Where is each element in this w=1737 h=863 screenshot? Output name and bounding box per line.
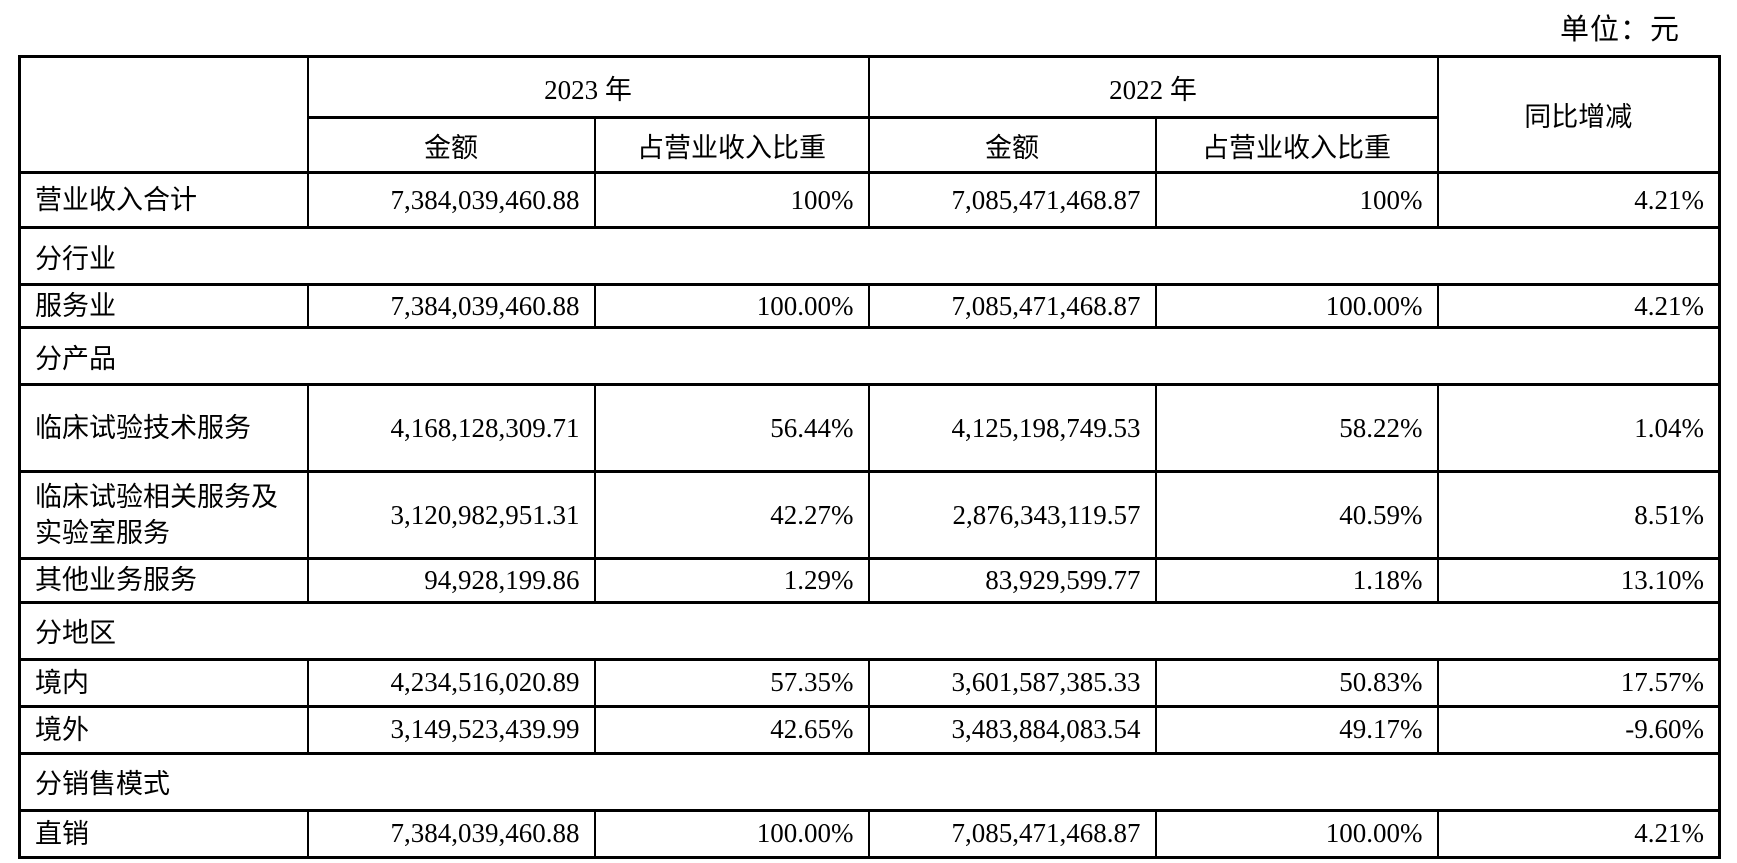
cell-share-2023: 42.65% [593, 704, 870, 755]
cell-amount-2022: 7,085,471,468.87 [867, 171, 1157, 229]
table-row-other-business: 其他业务服务 94,928,199.86 1.29% 83,929,599.77… [18, 557, 1721, 604]
cell-yoy: 4.21% [1436, 808, 1721, 859]
section-label: 分行业 [18, 226, 1721, 286]
header-row-years: 2023 年 2022 年 同比增减 [18, 55, 1721, 174]
section-row-industry: 分行业 [18, 226, 1721, 286]
cell-share-2023: 100.00% [593, 282, 870, 330]
table-row-clinical-related-lab: 临床试验相关服务及实验室服务 3,120,982,951.31 42.27% 2… [18, 470, 1721, 561]
row-label: 营业收入合计 [18, 171, 309, 229]
cell-amount-2022: 2,876,343,119.57 [867, 470, 1157, 561]
header-cell-year-2023: 2023 年 [306, 55, 870, 119]
cell-yoy: -9.60% [1436, 704, 1721, 755]
cell-share-2022: 100% [1154, 171, 1439, 229]
table-row-total: 营业收入合计 7,384,039,460.88 100% 7,085,471,4… [18, 171, 1721, 229]
cell-share-2023: 100% [593, 171, 870, 229]
row-label: 直销 [18, 808, 309, 859]
row-label: 临床试验相关服务及实验室服务 [18, 470, 309, 561]
unit-label: 单位：元 [1559, 14, 1680, 46]
header-cell-share-2022: 占营业收入比重 [1154, 116, 1439, 174]
row-label: 境内 [18, 657, 309, 708]
section-label: 分地区 [18, 600, 1721, 661]
cell-yoy: 4.21% [1436, 282, 1721, 330]
cell-amount-2023: 3,149,523,439.99 [306, 704, 596, 755]
header-row-metrics: 金额 占营业收入比重 金额 占营业收入比重 [20, 116, 1720, 174]
header-cell-amount-2023: 金额 [306, 116, 596, 174]
cell-amount-2023: 4,234,516,020.89 [306, 657, 596, 708]
header-cell-share-2023: 占营业收入比重 [593, 116, 870, 174]
header-cell-year-2022: 2022 年 [867, 55, 1439, 119]
cell-amount-2022: 7,085,471,468.87 [867, 808, 1157, 859]
cell-yoy: 13.10% [1436, 557, 1721, 604]
section-label: 分销售模式 [18, 751, 1721, 812]
cell-share-2022: 50.83% [1154, 657, 1439, 708]
cell-amount-2023: 7,384,039,460.88 [306, 282, 596, 330]
cell-share-2022: 100.00% [1154, 808, 1439, 859]
cell-amount-2023: 4,168,128,309.71 [306, 383, 596, 474]
cell-amount-2023: 3,120,982,951.31 [306, 470, 596, 561]
cell-yoy: 17.57% [1436, 657, 1721, 708]
header-cell-yoy: 同比增减 [1436, 55, 1721, 174]
revenue-breakdown-table: 2023 年 2022 年 同比增减 金额 占营业收入比重 金额 占营业收入比重… [18, 55, 1721, 859]
cell-share-2022: 1.18% [1154, 557, 1439, 604]
section-row-region: 分地区 [18, 600, 1721, 661]
cell-yoy: 8.51% [1436, 470, 1721, 561]
table-row-services: 服务业 7,384,039,460.88 100.00% 7,085,471,4… [18, 282, 1721, 330]
section-label: 分产品 [18, 326, 1721, 387]
cell-share-2023: 1.29% [593, 557, 870, 604]
table-row-domestic: 境内 4,234,516,020.89 57.35% 3,601,587,385… [18, 657, 1721, 708]
row-label: 临床试验技术服务 [18, 383, 309, 474]
cell-amount-2022: 3,483,884,083.54 [867, 704, 1157, 755]
cell-share-2022: 40.59% [1154, 470, 1439, 561]
cell-share-2022: 49.17% [1154, 704, 1439, 755]
table-row-direct-sales: 直销 7,384,039,460.88 100.00% 7,085,471,46… [18, 808, 1721, 859]
cell-amount-2023: 94,928,199.86 [306, 557, 596, 604]
cell-share-2022: 100.00% [1154, 282, 1439, 330]
cell-amount-2022: 4,125,198,749.53 [867, 383, 1157, 474]
cell-share-2023: 42.27% [593, 470, 870, 561]
row-label: 其他业务服务 [18, 557, 309, 604]
cell-yoy: 1.04% [1436, 383, 1721, 474]
row-label: 境外 [18, 704, 309, 755]
table-row-clinical-tech: 临床试验技术服务 4,168,128,309.71 56.44% 4,125,1… [18, 383, 1721, 474]
table-row-overseas: 境外 3,149,523,439.99 42.65% 3,483,884,083… [18, 704, 1721, 755]
cell-share-2023: 56.44% [593, 383, 870, 474]
cell-amount-2022: 7,085,471,468.87 [867, 282, 1157, 330]
cell-share-2023: 57.35% [593, 657, 870, 708]
header-cell-amount-2022: 金额 [867, 116, 1157, 174]
cell-amount-2023: 7,384,039,460.88 [306, 808, 596, 859]
cell-amount-2022: 83,929,599.77 [867, 557, 1157, 604]
section-row-sales-model: 分销售模式 [18, 751, 1721, 812]
cell-amount-2023: 7,384,039,460.88 [306, 171, 596, 229]
cell-share-2022: 58.22% [1154, 383, 1439, 474]
cell-share-2023: 100.00% [593, 808, 870, 859]
cell-amount-2022: 3,601,587,385.33 [867, 657, 1157, 708]
section-row-product: 分产品 [18, 326, 1721, 387]
cell-yoy: 4.21% [1436, 171, 1721, 229]
header-cell-empty [18, 55, 309, 174]
row-label: 服务业 [18, 282, 309, 330]
